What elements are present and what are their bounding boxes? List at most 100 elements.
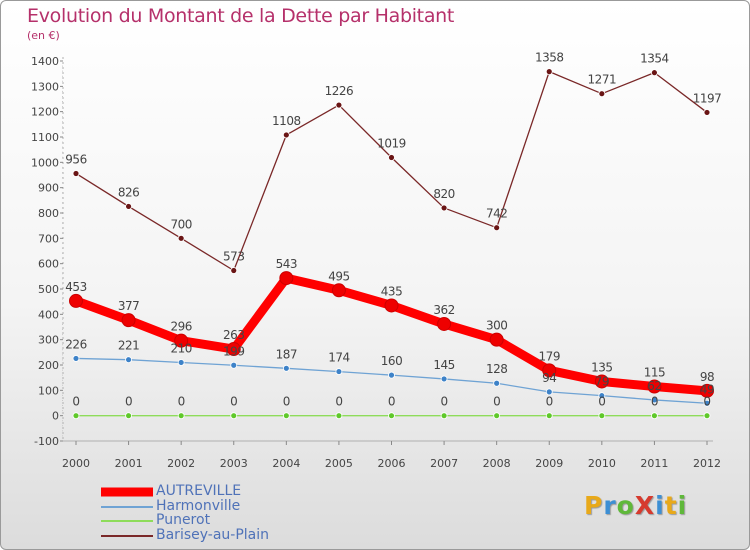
y-tick-label: 400 [38, 308, 59, 321]
y-tick-label: 1300 [31, 80, 59, 93]
data-labels: 453 377 296 263 543 495 435 362 300 179 135 115 98 22… [65, 51, 721, 409]
data-label: 0 [703, 395, 710, 409]
y-tick-label: 1400 [31, 55, 59, 68]
data-label: 742 [486, 207, 507, 221]
legend-label: Harmonville [156, 497, 241, 514]
data-label: 128 [486, 362, 507, 376]
data-label: 956 [65, 152, 86, 166]
data-label: 221 [118, 339, 139, 353]
series-point-3 [703, 109, 711, 116]
series-point-1 [493, 379, 501, 387]
data-label: 98 [700, 370, 714, 384]
data-label: 263 [223, 328, 244, 342]
x-tick-label: 2006 [378, 457, 406, 470]
series-point-2 [177, 412, 185, 420]
y-tick-label: 1100 [31, 131, 59, 144]
y-tick-label: 1200 [31, 106, 59, 119]
series-point-1 [598, 392, 606, 400]
x-tick-label: 2009 [535, 457, 563, 470]
series-point-3 [440, 204, 448, 212]
series-point-0 [121, 313, 136, 328]
data-label: 115 [644, 366, 665, 380]
logo-letter: o [616, 491, 635, 520]
legend-label: Barisey-au-Plain [156, 526, 270, 543]
x-tick-label: 2003 [220, 457, 248, 470]
data-label: 0 [283, 395, 290, 409]
series-point-0 [279, 271, 294, 286]
data-label: 179 [539, 349, 560, 363]
y-tick-label: 500 [38, 283, 59, 296]
series-point-2 [230, 412, 238, 420]
series-point-2 [493, 412, 501, 420]
series-markers [69, 68, 714, 420]
series-point-3 [388, 154, 395, 161]
series-point-3 [230, 267, 238, 274]
axes: -100010020030040050060070080090010001100… [31, 55, 721, 470]
series-point-0 [437, 316, 452, 331]
data-label: 160 [381, 354, 402, 368]
series-point-1 [651, 396, 658, 404]
y-tick-label: 200 [38, 359, 59, 372]
series-point-2 [125, 412, 132, 420]
series-point-3 [125, 203, 132, 210]
series-point-2 [282, 412, 290, 420]
chart-title: Evolution du Montant de la Dette par Hab… [27, 5, 455, 27]
y-tick-label: 300 [38, 334, 59, 347]
series-line-3 [75, 70, 708, 272]
data-label: 1358 [535, 51, 564, 65]
series-point-2 [545, 412, 553, 420]
data-label: 1271 [588, 73, 617, 87]
x-tick-label: 2000 [62, 457, 90, 470]
series-point-0 [69, 293, 83, 308]
legend-swatch [101, 505, 153, 508]
x-tick-label: 2002 [167, 457, 195, 470]
logo-letter: X [634, 491, 656, 520]
data-label: 362 [433, 303, 454, 317]
series-point-3 [335, 101, 343, 109]
data-label: 199 [223, 344, 244, 358]
series-point-3 [598, 90, 606, 98]
data-label: 700 [170, 217, 191, 231]
series-point-0 [594, 374, 609, 389]
data-label: 0 [125, 395, 132, 409]
data-label: 495 [328, 269, 349, 283]
x-tick-label: 2004 [272, 457, 300, 470]
data-label: 0 [598, 395, 605, 409]
series-point-3 [282, 131, 290, 139]
x-tick-label: 2005 [325, 457, 353, 470]
data-label: 145 [433, 358, 454, 372]
y-tick-label: 800 [38, 207, 59, 220]
y-tick-label: 900 [38, 182, 59, 195]
series-point-2 [388, 412, 395, 420]
data-label: 1354 [640, 52, 669, 66]
y-tick-label: 600 [38, 258, 59, 271]
series-point-1 [335, 368, 343, 375]
data-label: 174 [328, 351, 349, 365]
data-label: 543 [276, 257, 297, 271]
legend-swatch [101, 487, 153, 497]
data-label: 0 [72, 395, 79, 409]
y-unit-label: (en €) [27, 29, 60, 42]
x-tick-label: 2007 [430, 457, 458, 470]
logo-letter: P [584, 491, 604, 520]
data-label: 1226 [325, 84, 354, 98]
series-point-0 [226, 342, 241, 357]
series-point-3 [177, 234, 185, 242]
series-point-0 [489, 332, 504, 347]
y-tick-label: -100 [34, 435, 59, 448]
data-label: 453 [65, 280, 86, 294]
series-point-1 [125, 356, 132, 364]
data-label: 0 [493, 395, 500, 409]
data-label: 826 [118, 185, 139, 199]
data-label: 1019 [377, 137, 406, 151]
series-point-0 [331, 283, 346, 298]
legend-swatch [101, 520, 153, 523]
series-point-3 [545, 68, 553, 76]
series-point-1 [703, 399, 711, 407]
series-point-1 [545, 388, 553, 396]
data-label: 210 [170, 341, 191, 355]
y-tick-label: 700 [38, 232, 59, 245]
logo-letter: r [603, 491, 617, 520]
